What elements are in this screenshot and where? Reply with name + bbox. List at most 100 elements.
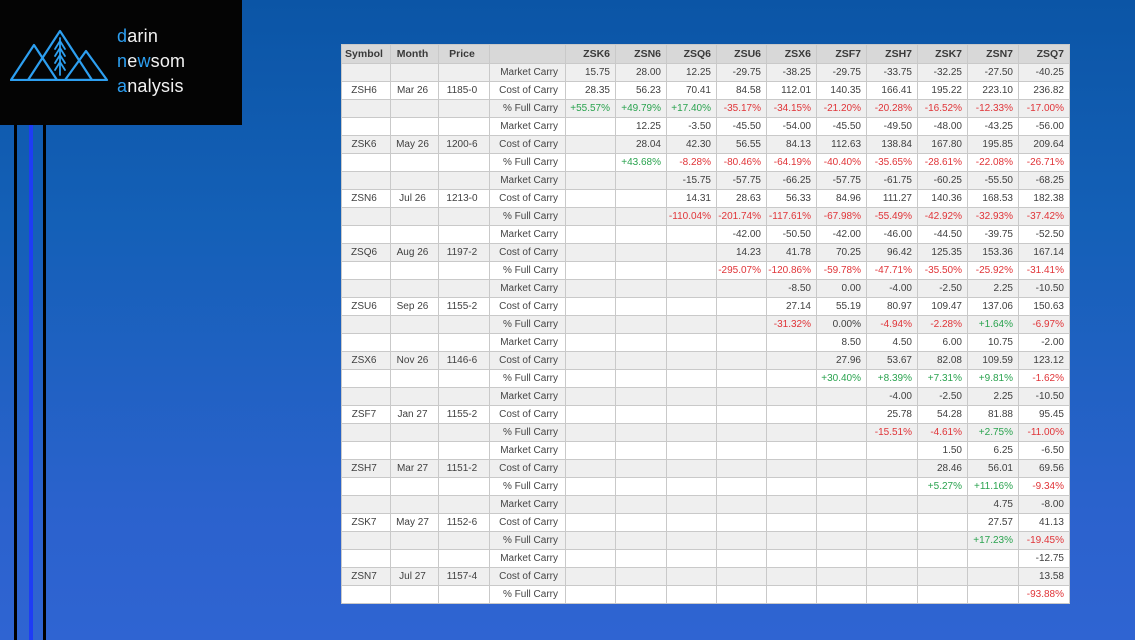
value-cell xyxy=(666,513,717,532)
value-cell: 27.96 xyxy=(816,351,867,370)
value-cell xyxy=(565,477,616,496)
value-cell xyxy=(816,495,867,514)
value-cell xyxy=(666,459,717,478)
value-cell: 2.25 xyxy=(967,279,1019,298)
value-cell: -12.33% xyxy=(967,99,1019,118)
price-cell xyxy=(438,225,490,244)
table-row: ZSU6 Sep 26 1155-2 Cost of Carry 27.14 55.19 8… xyxy=(341,297,1070,316)
value-cell: -56.00 xyxy=(1018,117,1070,136)
value-cell: 167.14 xyxy=(1018,243,1070,262)
table-row: % Full Carry -110.04% -201.74% -117.61% -67.… xyxy=(341,207,1070,226)
month-cell xyxy=(390,261,439,280)
row-type-cell: Cost of Carry xyxy=(489,459,566,478)
month-cell xyxy=(390,585,439,604)
price-cell xyxy=(438,441,490,460)
symbol-cell: ZSH6 xyxy=(341,81,391,100)
symbol-cell xyxy=(341,99,391,118)
value-cell: 0.00 xyxy=(816,279,867,298)
month-cell: Aug 26 xyxy=(390,243,439,262)
row-type-cell: Cost of Carry xyxy=(489,189,566,208)
value-cell xyxy=(615,333,667,352)
value-cell: 70.25 xyxy=(816,243,867,262)
value-cell: -8.28% xyxy=(666,153,717,172)
column-header-zsq6: ZSQ6 xyxy=(666,44,717,64)
value-cell: -38.25 xyxy=(766,63,817,82)
value-cell xyxy=(716,405,767,424)
value-cell xyxy=(615,567,667,586)
row-type-cell: Market Carry xyxy=(489,63,566,82)
row-type-cell: % Full Carry xyxy=(489,585,566,604)
value-cell xyxy=(816,387,867,406)
row-type-cell: % Full Carry xyxy=(489,207,566,226)
row-type-cell: Market Carry xyxy=(489,225,566,244)
value-cell: 70.41 xyxy=(666,81,717,100)
value-cell: -29.75 xyxy=(716,63,767,82)
value-cell: -26.71% xyxy=(1018,153,1070,172)
row-type-cell: Market Carry xyxy=(489,441,566,460)
row-type-cell: Market Carry xyxy=(489,117,566,136)
value-cell: 80.97 xyxy=(866,297,918,316)
value-cell: -6.97% xyxy=(1018,315,1070,334)
value-cell: 42.30 xyxy=(666,135,717,154)
brand-letter: arin xyxy=(127,26,159,46)
value-cell xyxy=(917,531,968,550)
value-cell xyxy=(565,135,616,154)
value-cell: 28.35 xyxy=(565,81,616,100)
symbol-cell: ZSN7 xyxy=(341,567,391,586)
value-cell xyxy=(816,567,867,586)
table-row: Market Carry 12.25 -3.50 -45.50 -54.00 -45.50… xyxy=(341,117,1070,136)
value-cell xyxy=(716,279,767,298)
value-cell: 4.50 xyxy=(866,333,918,352)
month-cell xyxy=(390,117,439,136)
value-cell xyxy=(716,531,767,550)
value-cell: -6.50 xyxy=(1018,441,1070,460)
symbol-cell xyxy=(341,477,391,496)
value-cell xyxy=(917,495,968,514)
value-cell: +11.16% xyxy=(967,477,1019,496)
brand-wordmark: darin newsom analysis xyxy=(117,24,185,99)
value-cell xyxy=(816,513,867,532)
value-cell: -52.50 xyxy=(1018,225,1070,244)
month-cell: Jul 26 xyxy=(390,189,439,208)
symbol-cell xyxy=(341,171,391,190)
value-cell: 140.35 xyxy=(816,81,867,100)
value-cell xyxy=(766,495,817,514)
month-cell xyxy=(390,495,439,514)
value-cell: -2.50 xyxy=(917,279,968,298)
symbol-cell: ZSQ6 xyxy=(341,243,391,262)
row-type-cell: Cost of Carry xyxy=(489,405,566,424)
value-cell: -34.15% xyxy=(766,99,817,118)
value-cell: 195.85 xyxy=(967,135,1019,154)
value-cell: +2.75% xyxy=(967,423,1019,442)
row-type-cell: % Full Carry xyxy=(489,531,566,550)
value-cell: -59.78% xyxy=(816,261,867,280)
value-cell xyxy=(565,369,616,388)
value-cell xyxy=(565,261,616,280)
symbol-cell xyxy=(341,207,391,226)
value-cell xyxy=(866,459,918,478)
value-cell: +9.81% xyxy=(967,369,1019,388)
value-cell: -25.92% xyxy=(967,261,1019,280)
value-cell xyxy=(565,549,616,568)
value-cell: -8.50 xyxy=(766,279,817,298)
value-cell: -32.93% xyxy=(967,207,1019,226)
value-cell: 56.23 xyxy=(615,81,667,100)
value-cell: 111.27 xyxy=(866,189,918,208)
month-cell xyxy=(390,387,439,406)
value-cell: -20.28% xyxy=(866,99,918,118)
price-cell: 1213-0 xyxy=(438,189,490,208)
value-cell: -201.74% xyxy=(716,207,767,226)
value-cell xyxy=(615,243,667,262)
value-cell: -46.00 xyxy=(866,225,918,244)
value-cell xyxy=(967,585,1019,604)
value-cell xyxy=(766,459,817,478)
price-cell: 1197-2 xyxy=(438,243,490,262)
value-cell: 28.00 xyxy=(615,63,667,82)
value-cell xyxy=(866,495,918,514)
value-cell xyxy=(816,459,867,478)
row-type-cell: Cost of Carry xyxy=(489,243,566,262)
value-cell: -45.50 xyxy=(816,117,867,136)
value-cell xyxy=(565,495,616,514)
value-cell: -35.50% xyxy=(917,261,968,280)
value-cell: +8.39% xyxy=(866,369,918,388)
